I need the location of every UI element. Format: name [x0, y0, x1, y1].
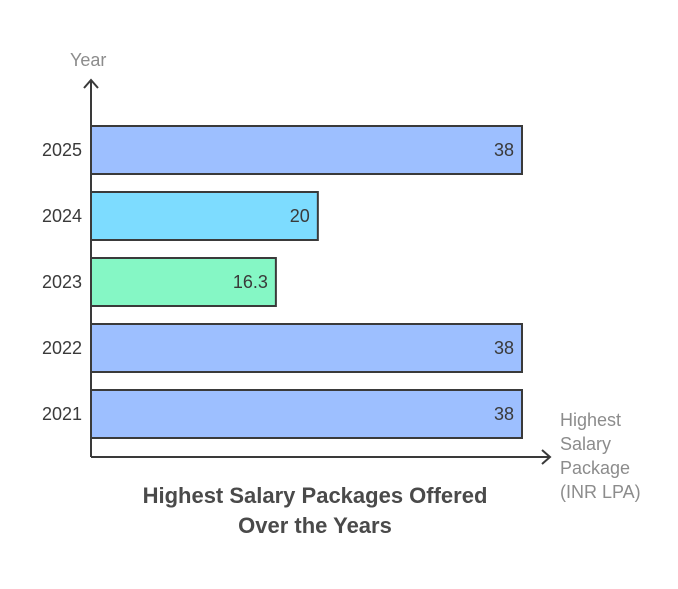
y-tick-label: 2023	[42, 272, 82, 292]
x-axis-label-line: Highest	[560, 410, 621, 430]
bar-value-label: 38	[494, 140, 514, 160]
bars-group: 2025 38 2024 20 2023 16.3 2022 38 2021 38	[42, 125, 523, 439]
y-tick-label: 2025	[42, 140, 82, 160]
x-axis-label-line: Package	[560, 458, 630, 478]
bar-2021	[90, 389, 523, 439]
chart-title: Highest Salary Packages Offered Over the …	[143, 483, 488, 538]
bar-value-label: 20	[290, 206, 310, 226]
x-axis-arrow	[541, 449, 552, 465]
chart-title-line: Highest Salary Packages Offered	[143, 483, 488, 508]
bar-value-label: 38	[494, 338, 514, 358]
bar-2024	[90, 191, 319, 241]
y-tick-label: 2022	[42, 338, 82, 358]
y-axis-arrow	[83, 78, 99, 89]
y-axis-label: Year	[70, 50, 106, 70]
chart-title-line: Over the Years	[238, 513, 392, 538]
bar-2022	[90, 323, 523, 373]
x-axis-label-line: Salary	[560, 434, 611, 454]
y-tick-label: 2021	[42, 404, 82, 424]
bar-value-label: 38	[494, 404, 514, 424]
x-axis-label-line: (INR LPA)	[560, 482, 641, 502]
bar-value-label: 16.3	[233, 272, 268, 292]
x-axis-label: Highest Salary Package (INR LPA)	[560, 410, 641, 502]
y-tick-label: 2024	[42, 206, 82, 226]
bar-2025	[90, 125, 523, 175]
